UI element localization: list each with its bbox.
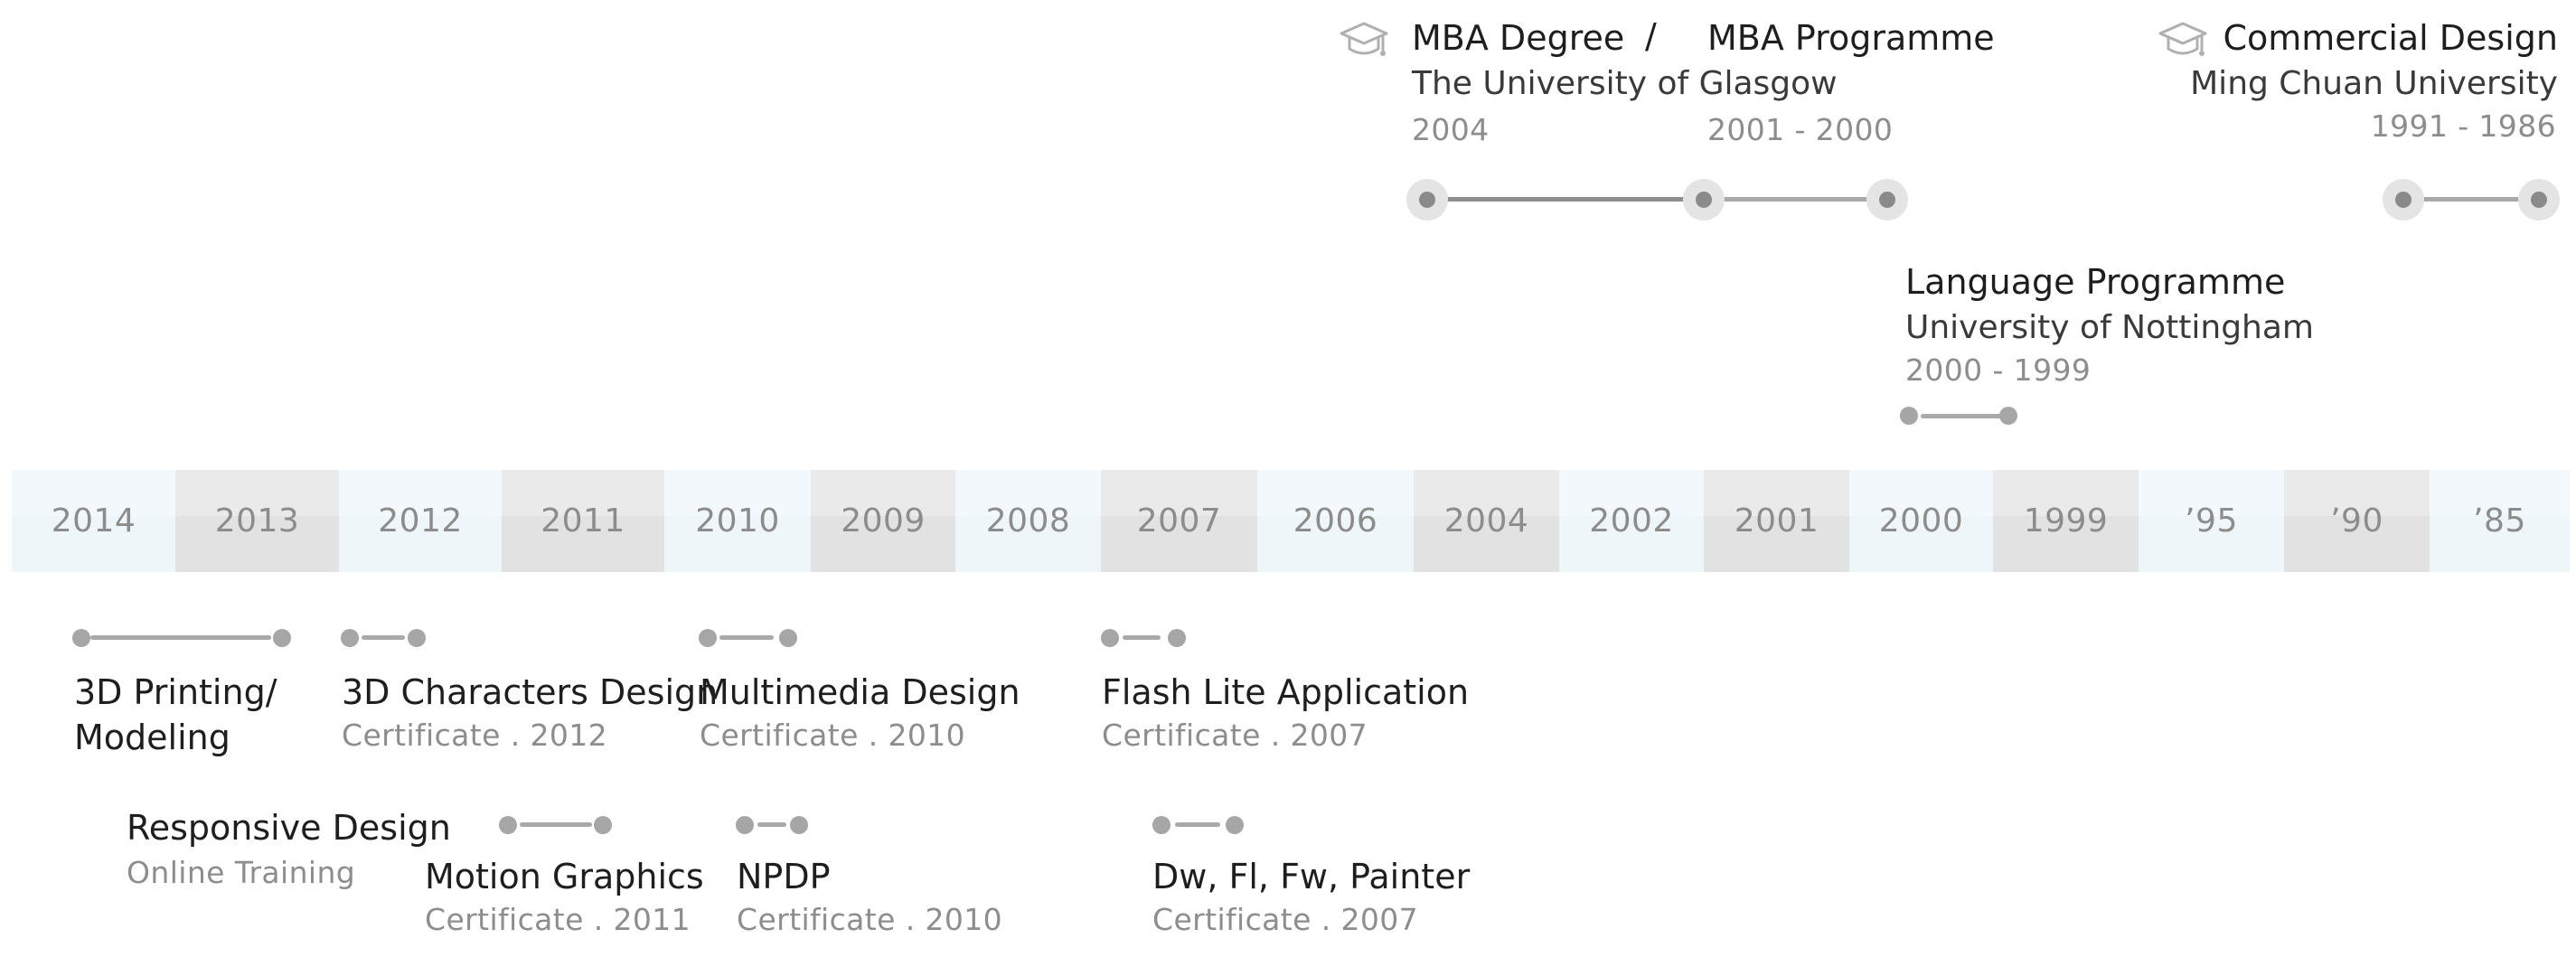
cert-dw-meta: Certificate . 2007 xyxy=(1152,902,1419,937)
cert-flash-meta: Certificate . 2007 xyxy=(1102,718,1368,753)
timeline-node xyxy=(1866,179,1908,221)
cert-characters-meta: Certificate . 2012 xyxy=(342,718,608,753)
cert-printing-title-line2: Modeling xyxy=(74,718,230,757)
year-cell: 1999 xyxy=(1993,470,2139,572)
mba-programme-years: 2001 - 2000 xyxy=(1707,112,1894,147)
cert-line xyxy=(362,635,405,640)
timeline-dot xyxy=(779,629,797,647)
timeline-dot xyxy=(790,816,808,834)
timeline-dot xyxy=(736,816,754,834)
timeline-dot xyxy=(408,629,426,647)
year-cell: 2014 xyxy=(12,470,175,572)
commercial-school: Ming Chuan University xyxy=(2190,65,2558,102)
language-line xyxy=(1921,414,2007,418)
cert-responsive-meta: Online Training xyxy=(127,855,356,890)
timeline-node xyxy=(1683,179,1725,221)
timeline-dot xyxy=(1101,629,1119,647)
timeline-dot xyxy=(72,629,90,647)
year-cell: 2008 xyxy=(955,470,1101,572)
cert-multimedia-title: Multimedia Design xyxy=(700,672,1020,712)
cert-characters-title: 3D Characters Design xyxy=(342,672,719,712)
cert-line xyxy=(719,635,774,640)
cert-flash-title: Flash Lite Application xyxy=(1102,672,1470,712)
mba-degree-year: 2004 xyxy=(1412,112,1490,147)
year-cell: 2009 xyxy=(811,470,955,572)
cert-line xyxy=(1123,635,1161,640)
cert-npdp-title: NPDP xyxy=(737,857,831,896)
commercial-design-title: Commercial Design xyxy=(2223,18,2558,58)
year-cell: 2010 xyxy=(664,470,811,572)
graduation-cap-icon xyxy=(1340,22,1388,56)
mba-school: The University of Glasgow xyxy=(1412,65,1838,102)
year-cell: ’85 xyxy=(2430,470,2570,572)
year-cell: ’90 xyxy=(2284,470,2430,572)
cert-motion-title: Motion Graphics xyxy=(425,857,704,896)
cert-line xyxy=(757,822,786,827)
timeline-dot xyxy=(1999,407,2017,425)
year-cell: 2000 xyxy=(1849,470,1993,572)
commercial-years: 1991 - 1986 xyxy=(2370,108,2556,144)
mba-degree-line xyxy=(1437,197,1708,202)
year-cell: 2006 xyxy=(1257,470,1414,572)
year-cell: 2011 xyxy=(502,470,664,572)
mba-programme-title: MBA Programme xyxy=(1707,18,1995,58)
cert-multimedia-meta: Certificate . 2010 xyxy=(700,718,966,753)
year-band: 2014 2013 2012 2011 2010 2009 2008 2007 … xyxy=(12,470,2570,572)
cert-printing-title-line1: 3D Printing/ xyxy=(74,672,277,712)
year-cell: 2007 xyxy=(1101,470,1257,572)
mba-separator: / xyxy=(1645,16,1657,56)
graduation-cap-icon xyxy=(2158,22,2207,56)
timeline-dot xyxy=(594,816,612,834)
timeline-dot xyxy=(273,629,291,647)
cert-responsive-title: Responsive Design xyxy=(127,808,451,848)
cert-npdp-meta: Certificate . 2010 xyxy=(737,902,1003,937)
language-programme-title: Language Programme xyxy=(1905,262,2286,302)
year-cell: 2013 xyxy=(175,470,339,572)
commercial-line xyxy=(2404,197,2540,202)
year-cell: ’95 xyxy=(2139,470,2284,572)
mba-programme-line xyxy=(1708,197,1889,202)
cert-dw-title: Dw, Fl, Fw, Painter xyxy=(1152,857,1471,896)
year-cell: 2004 xyxy=(1414,470,1559,572)
timeline-dot xyxy=(1226,816,1244,834)
timeline-dot xyxy=(1900,407,1918,425)
year-cell: 2012 xyxy=(339,470,502,572)
language-school: University of Nottingham xyxy=(1905,309,2314,346)
timeline-node xyxy=(1406,179,1448,221)
cert-line xyxy=(520,822,592,827)
cert-line xyxy=(90,635,271,640)
year-cell: 2001 xyxy=(1704,470,1849,572)
timeline-dot xyxy=(699,629,717,647)
timeline-dot xyxy=(1152,816,1170,834)
year-cell: 2002 xyxy=(1559,470,1704,572)
timeline-node xyxy=(2383,179,2424,221)
timeline-dot xyxy=(1168,629,1186,647)
mba-degree-title: MBA Degree xyxy=(1412,18,1625,58)
timeline-node xyxy=(2518,179,2560,221)
timeline-dot xyxy=(499,816,517,834)
cert-line xyxy=(1175,822,1220,827)
cert-motion-meta: Certificate . 2011 xyxy=(425,902,691,937)
timeline-dot xyxy=(341,629,359,647)
language-years: 2000 - 1999 xyxy=(1905,352,2092,388)
